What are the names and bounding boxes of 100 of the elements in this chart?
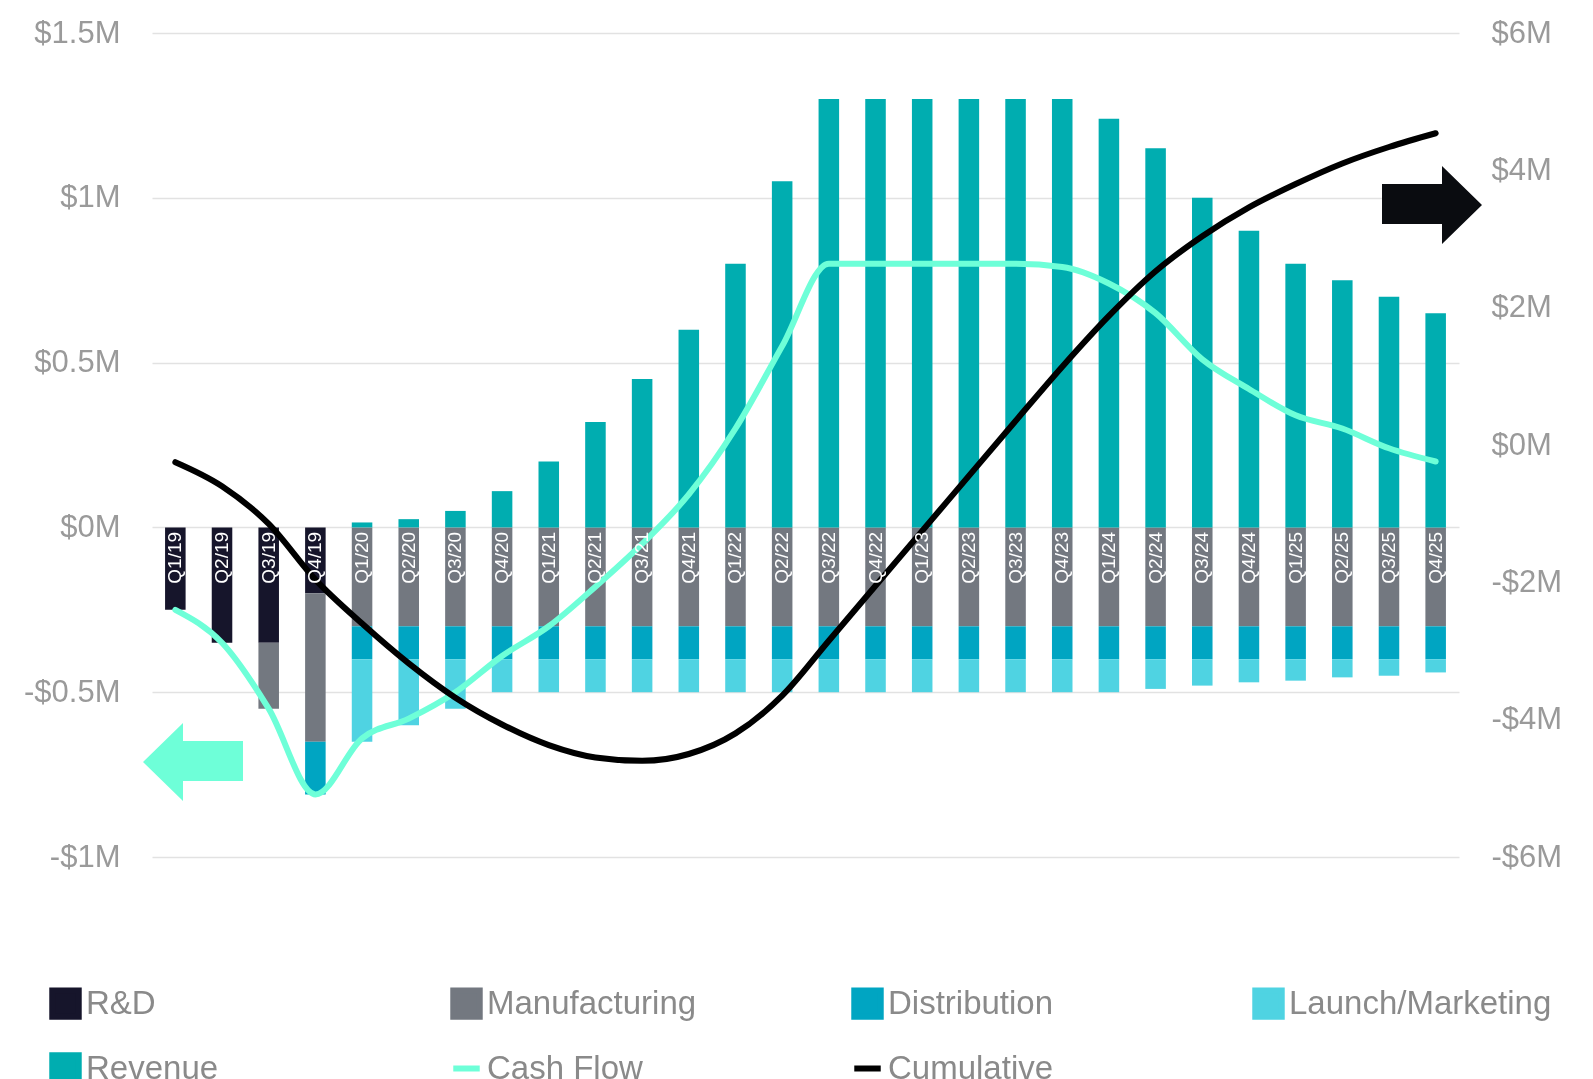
bar	[1425, 313, 1446, 528]
x-tick-label: Q4/25	[1424, 531, 1446, 584]
bar	[1098, 659, 1120, 693]
bar	[538, 461, 560, 528]
bar	[678, 329, 700, 528]
bar	[1005, 626, 1026, 660]
bar	[1238, 659, 1260, 683]
x-tick-label: Q1/21	[537, 531, 559, 584]
bar	[631, 379, 653, 528]
x-tick-label: Q1/20	[351, 531, 373, 584]
bar	[1285, 626, 1306, 660]
bar	[491, 659, 513, 693]
legend-label: Cumulative	[888, 1048, 1054, 1079]
bar	[911, 659, 933, 693]
bar	[398, 519, 419, 528]
bar	[585, 659, 606, 693]
x-tick-label: Q3/23	[1004, 531, 1026, 584]
x-tick-label: Q4/23	[1051, 531, 1073, 584]
bar	[1051, 98, 1073, 528]
x-tick-label: Q1/24	[1097, 531, 1119, 584]
bar	[1425, 626, 1446, 660]
bar	[725, 659, 746, 693]
bar	[1192, 626, 1213, 660]
y-tick-label: $1.5M	[34, 14, 121, 50]
y2-tick-label: $6M	[1491, 14, 1552, 50]
x-tick-label: Q1/23	[911, 531, 933, 584]
bar	[818, 98, 840, 528]
x-tick-label: Q1/22	[724, 531, 746, 584]
bar	[678, 659, 700, 693]
bar	[1238, 230, 1260, 528]
bar	[911, 626, 933, 660]
bar	[1005, 659, 1026, 693]
bar	[445, 626, 466, 660]
x-tick-label: Q4/22	[864, 531, 886, 584]
bar	[1005, 98, 1026, 528]
y2-tick-label: $0M	[1491, 426, 1552, 462]
bar	[1285, 263, 1306, 528]
legend-label: Cash Flow	[487, 1048, 644, 1079]
x-tick-label: Q3/22	[817, 531, 839, 584]
bar	[1332, 280, 1353, 528]
bar	[1332, 659, 1353, 678]
x-tick-label: Q2/23	[957, 531, 979, 584]
x-tick-label: Q1/19	[164, 531, 186, 584]
bar	[958, 98, 980, 528]
x-tick-label: Q2/22	[771, 531, 793, 584]
x-tick-label: Q2/24	[1144, 531, 1166, 584]
bar	[1192, 659, 1213, 686]
bar	[351, 659, 373, 742]
x-tick-label: Q3/24	[1191, 531, 1213, 584]
legend-label: Revenue	[86, 1048, 219, 1079]
bar	[1378, 659, 1400, 676]
x-tick-label: Q2/20	[397, 531, 419, 584]
x-tick-label: Q2/19	[211, 531, 233, 584]
y-tick-label: $0.5M	[34, 344, 121, 380]
bar	[585, 421, 606, 528]
bar	[1332, 626, 1353, 660]
bar	[1378, 626, 1400, 660]
x-tick-label: Q3/21	[631, 531, 653, 584]
bar	[1145, 626, 1166, 660]
bar	[771, 626, 793, 660]
y-tick-label: -$0.5M	[24, 673, 121, 709]
bar	[958, 626, 980, 660]
legend-label: Launch/Marketing	[1289, 983, 1552, 1021]
y2-tick-label: $4M	[1491, 151, 1552, 187]
bar	[538, 659, 560, 693]
bar	[1425, 659, 1446, 673]
bar	[678, 626, 700, 660]
legend-label: R&D	[86, 983, 156, 1021]
bar	[491, 491, 513, 528]
bar	[958, 659, 980, 693]
y2-tick-label: -$4M	[1491, 701, 1563, 737]
x-tick-label: Q2/21	[584, 531, 606, 584]
bar	[1098, 118, 1120, 528]
bar	[631, 659, 653, 693]
y2-tick-label: -$2M	[1491, 563, 1563, 599]
bar	[398, 626, 419, 660]
x-tick-label: Q4/19	[304, 531, 326, 584]
bar	[1051, 659, 1073, 693]
x-tick-label: Q4/20	[491, 531, 513, 584]
x-tick-label: Q3/19	[257, 531, 279, 584]
bar	[1145, 148, 1166, 528]
bar	[1192, 197, 1213, 528]
legend-label: Manufacturing	[487, 983, 697, 1021]
bar	[351, 522, 373, 528]
bar	[865, 659, 886, 693]
x-tick-label: Q3/25	[1377, 531, 1399, 584]
bar	[725, 626, 746, 660]
y2-tick-label: -$6M	[1491, 838, 1563, 874]
bar	[818, 659, 840, 693]
bar	[631, 626, 653, 660]
bar	[1378, 296, 1400, 528]
bar	[725, 263, 746, 528]
x-tick-label: Q4/21	[677, 531, 699, 584]
y-tick-label: $0M	[60, 508, 121, 544]
y-tick-label: $1M	[60, 179, 121, 215]
bar	[1145, 659, 1166, 689]
y2-tick-label: $2M	[1491, 289, 1552, 325]
x-tick-label: Q1/25	[1284, 531, 1306, 584]
bar	[771, 181, 793, 528]
legend-label: Distribution	[888, 983, 1054, 1021]
